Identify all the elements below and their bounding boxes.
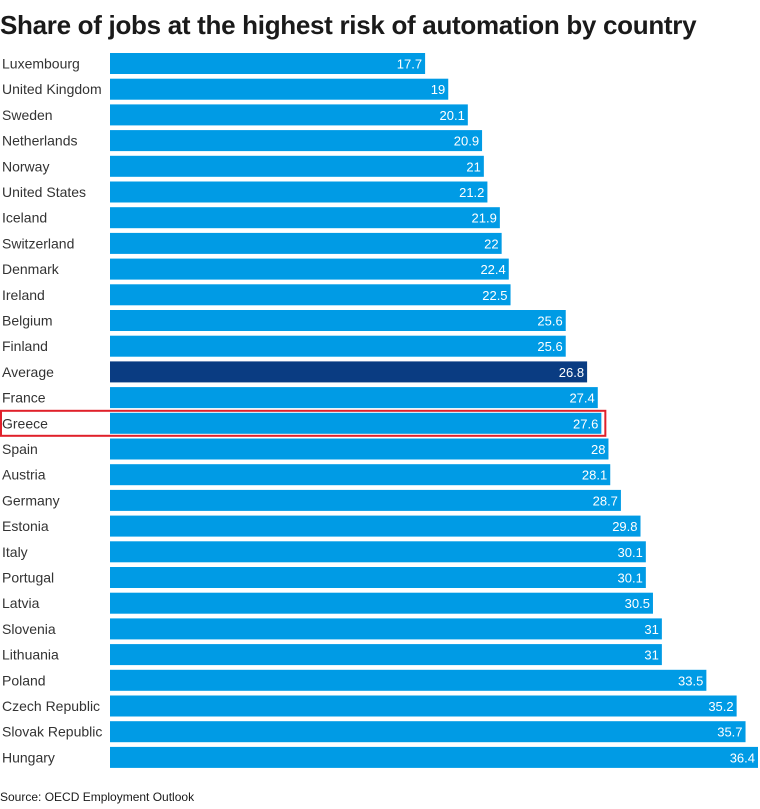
category-label-lithuania: Lithuania — [2, 647, 59, 663]
value-label-sweden: 20.1 — [440, 108, 465, 123]
category-label-ireland: Ireland — [2, 287, 45, 303]
category-label-netherlands: Netherlands — [2, 133, 78, 149]
bar-austria — [110, 464, 611, 486]
bar-greece — [110, 412, 602, 434]
value-label-norway: 21 — [466, 159, 480, 174]
bar-sweden — [110, 104, 468, 126]
category-label-luxembourg: Luxembourg — [2, 56, 80, 72]
bar-finland — [110, 335, 566, 357]
value-label-austria: 28.1 — [582, 468, 607, 483]
value-label-poland: 33.5 — [678, 673, 703, 688]
value-label-united-states: 21.2 — [459, 185, 484, 200]
category-label-denmark: Denmark — [2, 261, 60, 277]
value-label-france: 27.4 — [569, 391, 594, 406]
category-label-iceland: Iceland — [2, 210, 47, 226]
category-label-switzerland: Switzerland — [2, 235, 74, 251]
value-label-iceland: 21.9 — [472, 211, 497, 226]
category-label-finland: Finland — [2, 338, 48, 354]
bar-netherlands — [110, 130, 483, 152]
category-label-poland: Poland — [2, 672, 46, 688]
category-label-italy: Italy — [2, 544, 28, 560]
category-label-austria: Austria — [2, 467, 46, 483]
category-label-slovak-republic: Slovak Republic — [2, 724, 102, 740]
category-label-portugal: Portugal — [2, 570, 54, 586]
bar-iceland — [110, 207, 500, 229]
value-label-portugal: 30.1 — [618, 571, 643, 586]
category-label-belgium: Belgium — [2, 313, 53, 329]
bar-luxembourg — [110, 53, 426, 74]
bar-united-kingdom — [110, 78, 449, 100]
category-label-czech-republic: Czech Republic — [2, 698, 100, 714]
category-label-germany: Germany — [2, 492, 60, 508]
bar-poland — [110, 669, 707, 691]
value-label-spain: 28 — [591, 442, 605, 457]
value-label-italy: 30.1 — [618, 545, 643, 560]
highlight-outline-greece — [0, 409, 607, 437]
category-label-average: Average — [2, 364, 54, 380]
category-label-sweden: Sweden — [2, 107, 53, 123]
value-label-latvia: 30.5 — [625, 596, 650, 611]
value-label-ireland: 22.5 — [482, 288, 507, 303]
bar-denmark — [110, 258, 509, 280]
bar-belgium — [110, 310, 566, 331]
bar-latvia — [110, 592, 653, 614]
bar-norway — [110, 155, 484, 177]
bar-slovenia — [110, 618, 662, 640]
bar-spain — [110, 438, 609, 460]
value-label-average: 26.8 — [559, 365, 584, 380]
bar-lithuania — [110, 644, 662, 666]
category-label-estonia: Estonia — [2, 518, 49, 534]
bar-ireland — [110, 284, 511, 306]
bar-slovak-republic — [110, 721, 746, 743]
bar-switzerland — [110, 232, 502, 254]
value-label-czech-republic: 35.2 — [708, 699, 733, 714]
bar-united-states — [110, 181, 488, 203]
value-label-greece: 27.6 — [573, 416, 598, 431]
bar-average — [110, 361, 588, 383]
category-label-hungary: Hungary — [2, 749, 55, 765]
category-label-france: France — [2, 390, 46, 406]
category-label-slovenia: Slovenia — [2, 621, 56, 637]
category-label-latvia: Latvia — [2, 595, 40, 611]
value-label-lithuania: 31 — [644, 648, 658, 663]
value-label-slovak-republic: 35.7 — [717, 725, 742, 740]
value-label-germany: 28.7 — [593, 493, 618, 508]
source-note: Source: OECD Employment Outlook — [0, 790, 195, 804]
bar-czech-republic — [110, 695, 737, 717]
chart-title: Share of jobs at the highest risk of aut… — [0, 10, 697, 40]
bar-italy — [110, 541, 646, 563]
category-label-united-kingdom: United Kingdom — [2, 81, 102, 97]
value-label-switzerland: 22 — [484, 236, 498, 251]
bar-germany — [110, 489, 621, 511]
value-label-finland: 25.6 — [537, 339, 562, 354]
category-label-spain: Spain — [2, 441, 38, 457]
value-label-slovenia: 31 — [644, 622, 658, 637]
value-label-united-kingdom: 19 — [431, 82, 445, 97]
value-label-estonia: 29.8 — [612, 519, 637, 534]
value-label-hungary: 36.4 — [730, 750, 755, 765]
bar-chart: Luxembourg 17.7 United Kingdom 19 Sweden 20.1… — [0, 53, 758, 768]
category-label-greece: Greece — [2, 415, 48, 431]
bar-estonia — [110, 515, 641, 537]
bar-hungary — [110, 746, 758, 768]
category-label-norway: Norway — [2, 158, 49, 174]
bar-france — [110, 387, 598, 409]
category-label-united-states: United States — [2, 184, 86, 200]
value-label-denmark: 22.4 — [480, 262, 505, 277]
value-label-belgium: 25.6 — [537, 314, 562, 329]
value-label-netherlands: 20.9 — [454, 134, 479, 149]
bar-portugal — [110, 567, 646, 588]
value-label-luxembourg: 17.7 — [397, 57, 422, 72]
